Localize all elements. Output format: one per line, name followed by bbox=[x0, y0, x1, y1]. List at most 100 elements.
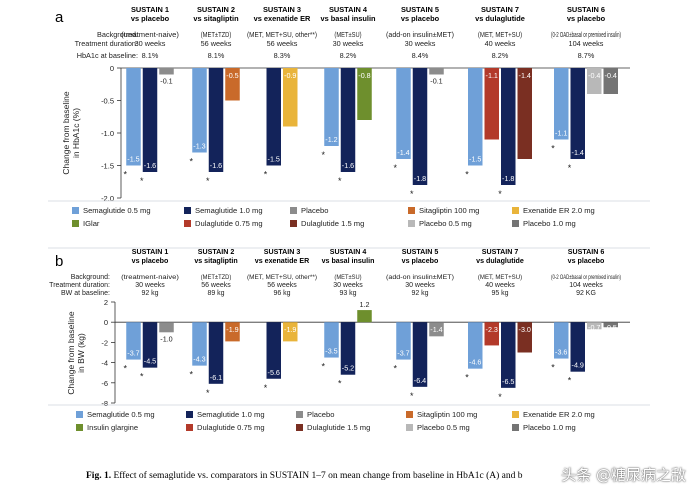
panel-a-group-1-duration: 30 weeks bbox=[135, 39, 166, 48]
panel-a-group-1-bar-label-placebo: -0.1 bbox=[160, 77, 172, 86]
panel-b-ylabel-line: in BW (kg) bbox=[76, 333, 86, 373]
panel-a-group-4-background: (MET±SU) bbox=[334, 32, 361, 39]
panel-b-group-4-significance-star: * bbox=[321, 362, 325, 372]
panel-a-group-3-significance-star: * bbox=[264, 170, 268, 180]
panel-b-ytick-label: 0 bbox=[104, 318, 108, 327]
panel-a-group-6-baseline: 8.2% bbox=[492, 51, 509, 60]
panel-b-group-3-bar-sema10 bbox=[266, 322, 281, 379]
panel-a-group-7-bar-label-placebo10: -0.4 bbox=[605, 71, 617, 80]
panel-a-group-1-title: SUSTAIN 1 bbox=[131, 5, 169, 14]
panel-a-ytick-label: -2.0 bbox=[101, 194, 114, 203]
panel-a-group-4-bar-label-sema05: -1.2 bbox=[325, 135, 337, 144]
panel-a-group-2-title: SUSTAIN 2 bbox=[197, 5, 235, 14]
caption-label: Fig. 1. bbox=[86, 471, 112, 481]
panel-b-group-7-background: (0-2 OAD±basal or premixed insulin) bbox=[551, 274, 621, 281]
panel-b-group-5-bar-sema05 bbox=[396, 322, 411, 360]
panel-b-ytick-label: -4 bbox=[101, 359, 108, 368]
panel-a-group-5-bar-sema10 bbox=[412, 68, 428, 185]
panel-b-legend-label-exenatide: Exenatide ER 2.0 mg bbox=[523, 410, 595, 419]
panel-a-legend-swatch-iglar bbox=[72, 220, 79, 227]
panel-b-ylabel: Change from baselinein BW (kg) bbox=[66, 311, 86, 394]
panel-a-group-4-bar-iglar bbox=[357, 68, 372, 120]
panel-b-row-label-background: Background: bbox=[71, 274, 110, 281]
panel-a-group-1-significance-star: * bbox=[123, 170, 127, 180]
panel-a-group-1-bar-sema10 bbox=[142, 68, 158, 172]
panel-b-group-1-bar-label-placebo: -1.0 bbox=[160, 334, 172, 343]
panel-a-group-3-baseline: 8.3% bbox=[274, 51, 291, 60]
panel-b-group-1-significance-star: * bbox=[123, 364, 127, 374]
panel-a-ytick-label: 0 bbox=[110, 64, 114, 73]
panel-b-group-4-bar-sema05 bbox=[324, 322, 339, 358]
panel-a-group-1-baseline: 8.1% bbox=[142, 51, 159, 60]
panel-b-group-1-bar-label-sema10: -4.5 bbox=[144, 357, 156, 366]
panel-b-group-6-baseline: 95 kg bbox=[491, 290, 508, 297]
panel-a-group-7-title: SUSTAIN 6 bbox=[567, 5, 605, 14]
panel-a-legend-swatch-placebo bbox=[290, 207, 297, 214]
panel-a-legend-label-dulaglutide075: Dulaglutide 0.75 mg bbox=[195, 219, 263, 228]
panel-b-group-4-bar-label-sema05: -3.5 bbox=[325, 347, 337, 356]
panel-a-ylabel-line: in HbA1c (%) bbox=[71, 108, 81, 158]
panel-b-group-7-bar-sema05 bbox=[554, 322, 569, 359]
panel-a-group-1-bar-sema05 bbox=[126, 68, 141, 166]
panel-b-row-label-baseline: BW at baseline: bbox=[61, 290, 110, 297]
panel-b-group-6-bar-sema10 bbox=[501, 322, 516, 388]
panel-b-legend-label-placebo10: Placebo 1.0 mg bbox=[523, 423, 576, 432]
panel-a-legend-label-placebo: Placebo bbox=[301, 206, 328, 215]
panel-b-group-2-duration: 56 weeks bbox=[201, 282, 231, 289]
panel-a-group-5-background: (add-on insulin±MET) bbox=[386, 32, 454, 39]
panel-a-group-4-title: SUSTAIN 4 bbox=[329, 5, 368, 14]
panel-a-group-7-bar-label-sema05: -1.1 bbox=[555, 129, 567, 138]
panel-a-group-5-bar-placebo bbox=[429, 68, 444, 75]
panel-b-group-1-title: SUSTAIN 1 bbox=[132, 248, 169, 256]
panel-a-group-1-background: (treatment-naive) bbox=[121, 32, 179, 39]
panel-b-legend-label-sitagliptin: Sitagliptin 100 mg bbox=[417, 410, 477, 419]
panel-a-legend-label-dulaglutide15: Dulaglutide 1.5 mg bbox=[301, 219, 364, 228]
panel-a-group-7-subtitle: vs placebo bbox=[567, 14, 606, 23]
panel-a-group-6-significance-star: * bbox=[498, 189, 502, 199]
panel-a-group-4-significance-star: * bbox=[338, 176, 342, 186]
panel-b-group-4-significance-star: * bbox=[338, 379, 342, 389]
panel-b-group-5-bar-placebo bbox=[429, 322, 444, 337]
panel-a-group-7-background: (0-2 OAD±basal or premixed insulin) bbox=[551, 32, 621, 39]
panel-a-group-1-bar-placebo bbox=[159, 68, 174, 75]
panel-a-group-1-bar-label-sema10: -1.6 bbox=[144, 161, 156, 170]
panel-b-group-4-bar-iglar bbox=[357, 310, 372, 323]
panel-b-group-1-subtitle: vs placebo bbox=[132, 257, 169, 265]
panel-a-group-7-significance-star: * bbox=[568, 163, 572, 173]
panel-a-group-2-significance-star: * bbox=[206, 176, 210, 186]
panel-b-legend-label-sema05: Semaglutide 0.5 mg bbox=[87, 410, 155, 419]
panel-b-group-6-duration: 40 weeks bbox=[485, 282, 515, 289]
panel-b-group-6-bar-label-sema05: -4.6 bbox=[469, 358, 481, 367]
panel-a-legend-swatch-dulaglutide075 bbox=[184, 220, 191, 227]
panel-a-legend-swatch-sitagliptin bbox=[408, 207, 415, 214]
panel-b-group-5-significance-star: * bbox=[410, 391, 414, 401]
panel-a-group-2-duration: 56 weeks bbox=[201, 39, 232, 48]
panel-a-group-6-bar-dulaglutide075 bbox=[484, 68, 499, 140]
panel-b-legend-swatch-sema05 bbox=[76, 411, 83, 418]
panel-a-group-2-bar-label-sitagliptin: -0.5 bbox=[226, 71, 238, 80]
panel-a-group-5-baseline: 8.4% bbox=[412, 51, 429, 60]
panel-b-legend-label-placebo05: Placebo 0.5 mg bbox=[417, 423, 470, 432]
panel-b-legend-label-sema10: Semaglutide 1.0 mg bbox=[197, 410, 265, 419]
panel-b-group-6-bar-label-dulaglutide075: -2.3 bbox=[486, 325, 498, 334]
panel-b-group-6-significance-star: * bbox=[498, 392, 502, 402]
panel-b-group-4-bar-label-iglar: 1.2 bbox=[360, 300, 370, 309]
panel-a-group-5-duration: 30 weeks bbox=[405, 39, 436, 48]
panel-b-legend-swatch-placebo bbox=[296, 411, 303, 418]
panel-a-legend-label-sema10: Semaglutide 1.0 mg bbox=[195, 206, 263, 215]
panel-b-group-4-subtitle: vs basal insulin bbox=[322, 257, 375, 265]
panel-a-group-7-baseline: 8.7% bbox=[578, 51, 595, 60]
panel-a-legend-label-sitagliptin: Sitagliptin 100 mg bbox=[419, 206, 479, 215]
panel-b-group-6-bar-dulaglutide075 bbox=[484, 322, 499, 346]
panel-a-group-3-bar-exenatide bbox=[283, 68, 298, 127]
panel-b-group-3-duration: 56 weeks bbox=[267, 282, 297, 289]
panel-a-group-4-bar-label-iglar: -0.8 bbox=[358, 71, 370, 80]
panel-a-legend-swatch-sema05 bbox=[72, 207, 79, 214]
panel-b-legend-swatch-iglar bbox=[76, 424, 83, 431]
panel-a-group-2-baseline: 8.1% bbox=[208, 51, 225, 60]
panel-a-group-2-bar-sema10 bbox=[208, 68, 224, 172]
panel-a-row-label-baseline: HbA1c at baseline: bbox=[77, 51, 138, 60]
panel-a-group-7-bar-label-sema10: -1.4 bbox=[572, 148, 584, 157]
panel-a-group-5-bar-sema05 bbox=[396, 68, 411, 159]
